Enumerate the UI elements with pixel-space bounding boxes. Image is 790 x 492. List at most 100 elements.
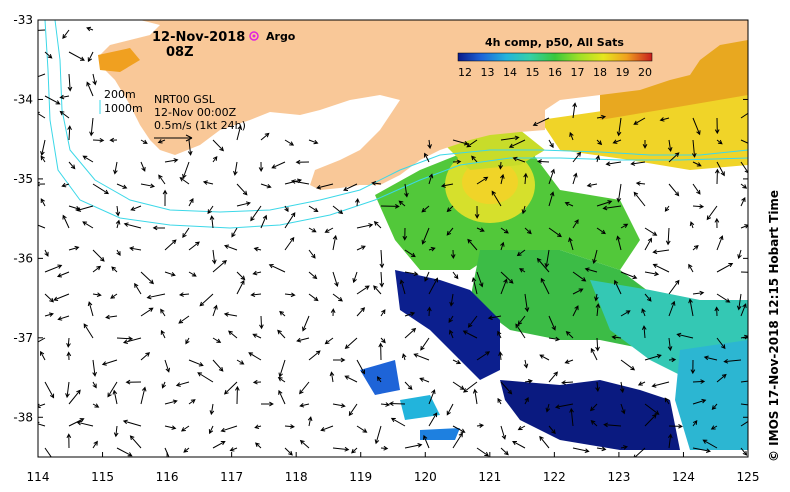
current-arrow (56, 271, 70, 278)
current-arrow (92, 137, 105, 143)
current-arrow (212, 139, 225, 152)
current-arrow (302, 315, 310, 332)
current-arrow (668, 423, 683, 429)
current-arrow (252, 270, 262, 276)
current-arrow (641, 308, 646, 317)
current-arrow (252, 379, 262, 385)
current-arrow (517, 425, 526, 431)
current-arrow (332, 446, 350, 452)
current-arrow (664, 205, 670, 212)
current-arrow (308, 350, 321, 361)
current-arrow (476, 271, 484, 288)
current-arrow (332, 357, 346, 363)
current-arrow (716, 235, 724, 251)
current-arrow (180, 425, 190, 432)
current-arrow (500, 173, 505, 185)
current-arrow (524, 397, 529, 405)
current-arrow (399, 279, 406, 295)
current-arrow (38, 223, 46, 229)
current-arrow (452, 381, 465, 390)
current-arrow (596, 446, 607, 452)
current-arrow (462, 330, 478, 339)
current-arrow (476, 351, 491, 361)
current-arrow (199, 293, 214, 307)
current-arrow (616, 183, 622, 203)
current-arrow (164, 271, 176, 277)
current-arrow (161, 381, 166, 389)
current-arrow (380, 337, 386, 344)
current-arrow (59, 110, 70, 119)
current-arrow (299, 381, 310, 395)
current-arrow (129, 246, 142, 251)
current-arrow (548, 168, 556, 185)
x-tick-label: 123 (607, 470, 630, 484)
current-arrow (500, 227, 509, 234)
current-arrow (258, 161, 264, 172)
current-arrow (254, 424, 262, 429)
y-tick-label: -38 (13, 410, 33, 424)
current-arrow (209, 215, 215, 229)
current-arrow (140, 386, 147, 405)
current-arrow (428, 412, 438, 427)
current-arrow (404, 249, 416, 258)
current-arrow (692, 183, 701, 195)
current-arrow (463, 381, 478, 393)
current-arrow (692, 290, 705, 296)
current-arrow (40, 350, 46, 361)
current-arrow (113, 425, 119, 438)
current-arrow (316, 183, 334, 190)
colorbar-title: 4h comp, p50, All Sats (485, 36, 624, 49)
current-arrow (619, 381, 625, 394)
current-arrow (208, 425, 214, 435)
current-arrow (40, 139, 46, 157)
current-arrow (115, 205, 121, 217)
current-arrow (692, 161, 702, 167)
current-arrow (109, 137, 118, 143)
map-frame (37, 19, 749, 458)
map-time: 08Z (166, 45, 194, 60)
x-tick-label: 117 (220, 470, 243, 484)
current-arrow (373, 221, 382, 229)
current-arrow (544, 249, 550, 268)
current-arrow (467, 238, 478, 251)
current-arrow (38, 73, 46, 78)
current-arrow (605, 161, 622, 167)
current-arrow (692, 398, 707, 405)
current-arrow (572, 151, 582, 163)
current-arrow (564, 359, 574, 364)
current-arrow (539, 435, 550, 449)
current-arrow (665, 227, 671, 246)
current-arrow (152, 225, 166, 231)
current-arrow (92, 381, 97, 389)
map-date: 12-Nov-2018 (152, 30, 245, 45)
current-arrow (471, 276, 478, 295)
current-arrow (500, 447, 509, 456)
current-arrow (140, 183, 156, 189)
current-arrow (716, 373, 727, 383)
current-arrow (53, 293, 70, 301)
current-arrow (277, 329, 286, 339)
current-arrow (68, 161, 76, 170)
current-arrow (402, 227, 408, 241)
current-arrow (271, 161, 286, 169)
product-name: NRT00 GSL (154, 93, 216, 106)
current-arrow (714, 217, 720, 229)
colorbar-tick-label: 13 (481, 66, 495, 79)
current-arrow (702, 439, 718, 449)
current-arrow (299, 439, 310, 449)
current-arrow (68, 418, 85, 427)
current-arrow (188, 399, 196, 405)
current-arrow (692, 204, 705, 209)
current-arrow (344, 375, 358, 383)
current-arrow (692, 117, 701, 136)
current-arrow (498, 161, 504, 170)
current-arrow (515, 323, 526, 339)
current-arrow (449, 293, 454, 307)
current-arrow (667, 337, 673, 352)
current-arrow (111, 266, 118, 273)
current-arrow (284, 205, 289, 213)
current-arrow (332, 205, 344, 215)
current-arrow (236, 183, 248, 196)
current-arrow (596, 227, 606, 235)
current-arrow (641, 325, 647, 339)
